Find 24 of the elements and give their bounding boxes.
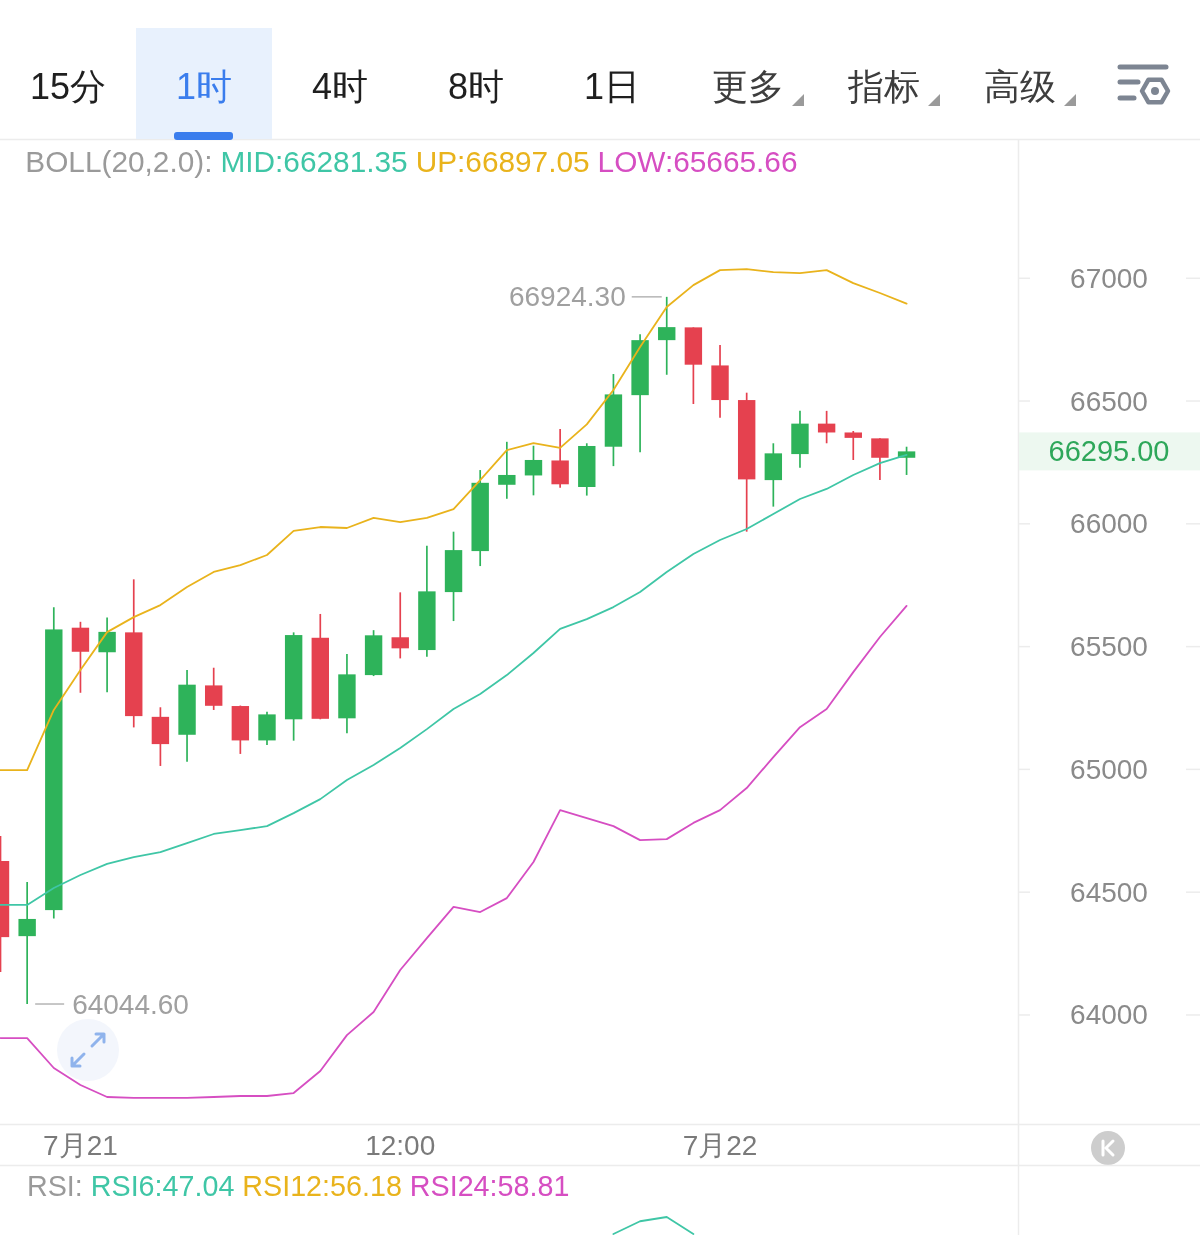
x-tick-label: 7月22 — [682, 1129, 758, 1161]
annotation: 66924.30 — [508, 281, 626, 313]
text: 1时 — [175, 65, 233, 107]
y-tick-label: 66000 — [1070, 508, 1148, 540]
y-tick-label: 66500 — [1070, 385, 1148, 417]
y-tick-label: 64500 — [1070, 876, 1148, 908]
text: 高级 — [984, 65, 1056, 107]
text: 15分 — [29, 65, 107, 107]
line-series — [0, 268, 908, 772]
legend: RSI: RSI6:47.04 RSI12:56.18 RSI24:58.81 — [27, 1170, 570, 1202]
x-tick-label: 12:00 — [365, 1129, 436, 1161]
line-series — [0, 604, 908, 1099]
text: 指标 — [847, 65, 920, 107]
y-tick-label: 67000 — [1070, 262, 1148, 294]
text: 8时 — [447, 65, 505, 107]
text: 1日 — [583, 65, 641, 107]
y-tick-label: 64000 — [1070, 999, 1148, 1031]
y-tick-label: 65500 — [1070, 631, 1148, 663]
y-tick-label: 65000 — [1070, 753, 1148, 785]
text: 更多 — [712, 65, 784, 107]
x-tick-label: 7月21 — [43, 1129, 118, 1161]
text: 4时 — [311, 65, 369, 107]
annotation: 64044.60 — [72, 988, 189, 1020]
legend: BOLL(20,2.0): MID:66281.35 UP:66897.05 LOW:65665.66 — [25, 144, 798, 178]
